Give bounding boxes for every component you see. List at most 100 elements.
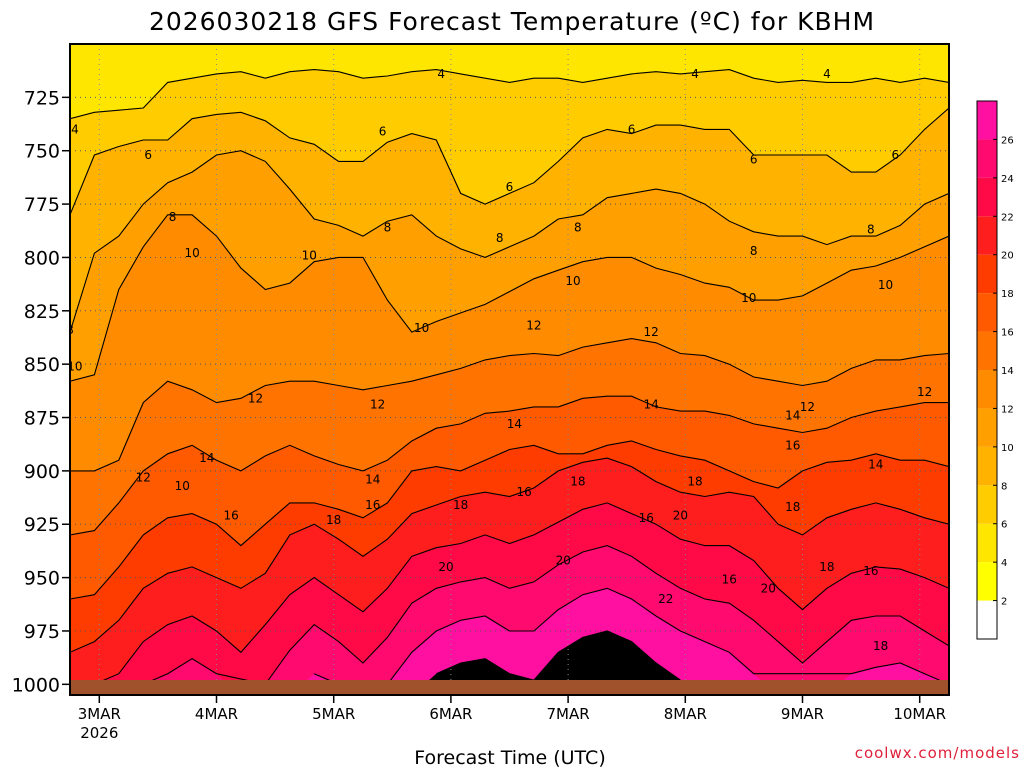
contour-label: 18 [326,513,341,527]
isotherm-line [70,214,949,382]
colorbar-swatch [977,446,997,486]
gridlines [70,44,949,695]
colorbar-label: 26 [1001,135,1014,146]
contour-label: 10 [175,479,190,493]
contour-label: 16 [639,511,654,525]
colorbar-label: 2 [1001,597,1007,608]
contour-label: 18 [570,475,585,489]
contour-label: 8 [384,221,392,235]
contour-label: 20 [438,560,453,574]
contour-label: 6 [379,125,387,139]
y-tick-label: 875 [24,408,60,430]
contour-label: 16 [224,509,239,523]
contour-label: 8 [750,244,758,258]
contour-label: 16 [517,485,532,499]
contour-label: 10 [741,291,756,305]
contour-label: 10 [565,274,580,288]
contour-label: 14 [643,398,658,412]
x-tick-label: 6MAR [429,705,472,723]
contour-label: 12 [526,319,541,333]
contour-label: 18 [453,498,468,512]
contour-label: 20 [673,509,688,523]
colorbar-label: 18 [1001,289,1014,300]
contour-label: 18 [873,639,888,653]
contour-label: 6 [891,148,899,162]
x-tick-label: 3MAR [78,705,121,723]
contour-label: 8 [496,231,504,245]
contour-label: 4 [691,67,699,81]
isotherm-line [70,150,949,333]
contour-label: 18 [819,560,834,574]
y-tick-label: 900 [24,461,60,483]
isotherm-line [143,545,949,685]
colorbar-swatch [977,600,997,639]
contour-label: 12 [248,391,263,405]
x-tick-label: 7MAR [547,705,590,723]
contour-label: 22 [658,592,673,606]
isotherm-line [70,457,949,653]
contour-label: 12 [370,398,385,412]
contour-label: 4 [71,122,79,136]
contour-label: 20 [556,554,571,568]
x-axis-label: Forecast Time (UTC) [414,747,605,768]
x-tick-label: 10MAR [893,705,946,723]
colorbar-label: 4 [1001,558,1007,569]
colorbar-label: 16 [1001,328,1014,339]
y-tick-label: 975 [24,621,60,643]
x-tick-label: 5MAR [312,705,355,723]
colorbar-label: 8 [1001,481,1007,492]
contour-label: 16 [365,498,380,512]
colorbar-swatch [977,408,997,447]
colorbar-swatch [977,523,997,563]
contour-label: 14 [365,472,380,486]
contour-label: 10 [67,359,82,373]
colorbar-label: 10 [1001,443,1014,454]
x-tick-sublabel: 2026 [80,724,118,742]
isotherm-line [94,502,949,685]
temperature-band [70,588,949,695]
y-tick-label: 750 [24,141,60,163]
isotherm-line [70,440,949,600]
y-tick-label: 800 [24,247,60,269]
colorbar-swatch [977,254,997,294]
colorbar-swatch [977,370,997,409]
x-tick-label: 8MAR [664,705,707,723]
isotherm-line [70,338,949,472]
y-tick-label: 825 [24,301,60,323]
y-tick-label: 925 [24,514,60,536]
contour-label: 14 [199,451,214,465]
contour-label: 16 [785,438,800,452]
y-tick-label: 725 [24,87,60,109]
contour-label: 8 [66,323,74,337]
y-tick-label: 1000 [12,674,60,696]
x-tick-label: 9MAR [781,705,824,723]
contour-label: 12 [917,385,932,399]
colorbar-swatch [977,485,997,524]
colorbar-swatch [977,562,997,601]
x-tick-label: 4MAR [195,705,238,723]
y-tick-label: 850 [24,354,60,376]
contour-label: 12 [136,470,151,484]
colorbar-label: 12 [1001,404,1014,415]
chart-title: 2026030218 GFS Forecast Temperature (ºC)… [149,7,875,36]
colorbar-swatch [977,331,997,370]
credit-link[interactable]: coolwx.com/models [855,744,1020,762]
contour-label: 18 [687,475,702,489]
colorbar-swatch [977,139,997,178]
colorbar-label: 14 [1001,366,1014,377]
contour-label: 10 [184,246,199,260]
colorbar-label: 6 [1001,520,1007,531]
colorbar-swatch [977,177,997,217]
contour-label: 6 [144,148,152,162]
colorbar-swatch [977,293,997,332]
contour-label: 14 [868,457,883,471]
colorbar-swatch [977,101,997,140]
contour-label: 10 [302,248,317,262]
isotherm-line [436,630,681,681]
contour-label: 8 [574,221,582,235]
temperature-bands [70,44,949,695]
isotherm-line [70,395,949,536]
contour-label: 8 [867,223,875,237]
contour-label: 10 [414,321,429,335]
